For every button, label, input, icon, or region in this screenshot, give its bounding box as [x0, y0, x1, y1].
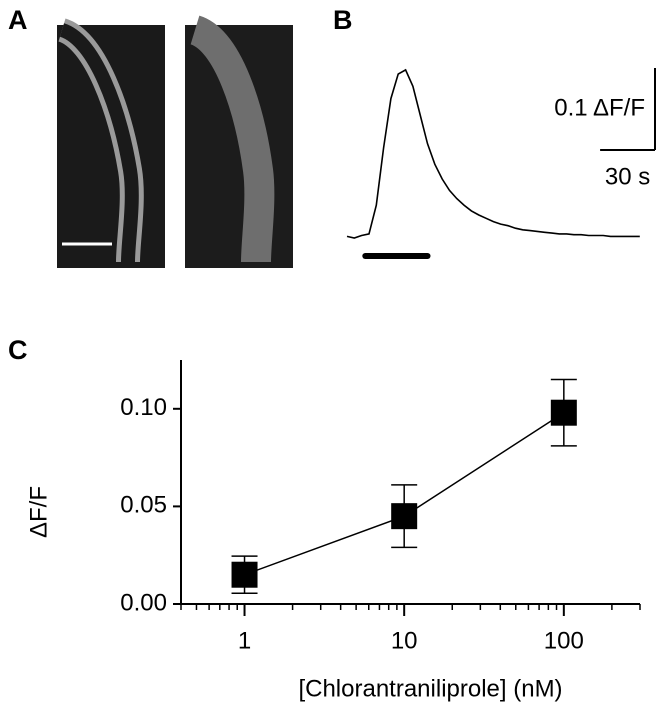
trace: [346, 68, 640, 239]
scale-label: 30 s: [605, 163, 650, 190]
panel-label: B: [333, 5, 353, 35]
marker: [231, 561, 258, 588]
fiber: [188, 15, 275, 263]
x-tick-label: 1: [238, 627, 251, 654]
panel-label: A: [8, 5, 28, 35]
fiber-core: [59, 23, 139, 263]
image-left: [57, 25, 165, 268]
scale-label: 0.1 ΔF/F: [554, 94, 645, 121]
x-tick-label: 100: [544, 627, 584, 654]
y-tick-label: 0.00: [120, 589, 167, 616]
marker: [550, 399, 577, 426]
x-tick-label: 10: [391, 627, 418, 654]
y-axis-label: ΔF/F: [25, 486, 52, 538]
y-tick-label: 0.05: [120, 492, 167, 519]
marker: [391, 503, 418, 530]
panel-label: C: [8, 335, 28, 365]
y-tick-label: 0.10: [120, 394, 167, 421]
x-axis-label: [Chlorantraniliprole] (nM): [298, 675, 562, 702]
panel-a-images: [57, 15, 293, 268]
